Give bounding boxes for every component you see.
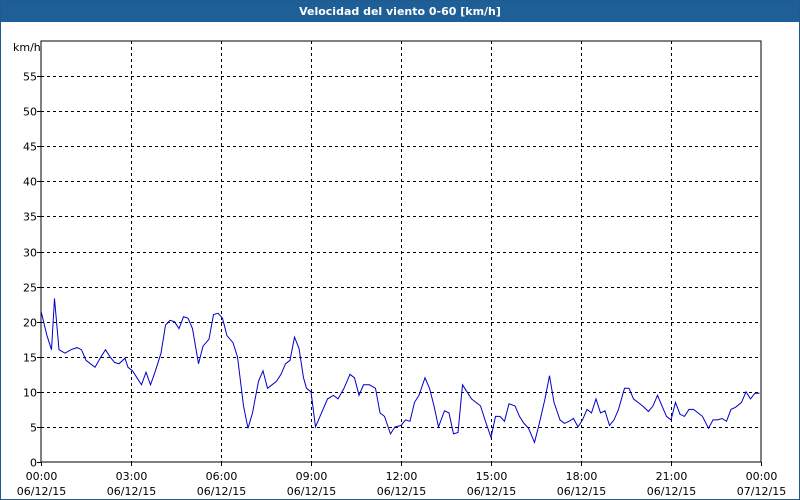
wind-speed-chart: 0 5 10 15 20 25 30 35 40 45 50 55 00:00 06/12/15 03:00… bbox=[13, 40, 786, 498]
x-tick-date-label: 06/12/15 bbox=[107, 485, 156, 498]
y-tick-label: 50 bbox=[23, 106, 37, 119]
y-tick-label: 10 bbox=[23, 387, 37, 400]
series-layer bbox=[40, 298, 760, 444]
x-tick-time-label: 12:00 bbox=[386, 470, 418, 483]
y-tick-label: 55 bbox=[23, 71, 37, 84]
axes: 0 5 10 15 20 25 30 35 40 45 50 55 00:00 06/12/15 03:00… bbox=[17, 40, 786, 498]
y-tick-label: 35 bbox=[23, 211, 37, 224]
x-tick-date-label: 06/12/15 bbox=[647, 485, 696, 498]
x-tick-time-label: 00:00 bbox=[746, 470, 778, 483]
grid bbox=[41, 41, 761, 462]
x-tick-date-label: 06/12/15 bbox=[17, 485, 66, 498]
x-tick-date-label: 06/12/15 bbox=[287, 485, 336, 498]
y-tick-label: 20 bbox=[23, 317, 37, 330]
y-tick-label: 15 bbox=[23, 352, 37, 365]
series-line-wind-speed bbox=[40, 298, 760, 444]
y-axis-label: km/h bbox=[13, 41, 41, 54]
y-tick-label: 45 bbox=[23, 141, 37, 154]
window-title: Velocidad del viento 0-60 [km/h] bbox=[1, 1, 799, 22]
y-tick-label: 5 bbox=[30, 422, 37, 435]
x-tick-date-label: 07/12/15 bbox=[737, 485, 786, 498]
x-tick-time-label: 21:00 bbox=[656, 470, 688, 483]
x-tick-date-label: 06/12/15 bbox=[197, 485, 246, 498]
y-tick-label: 0 bbox=[30, 457, 37, 470]
x-tick-date-label: 06/12/15 bbox=[557, 485, 606, 498]
x-tick-time-label: 00:00 bbox=[26, 470, 58, 483]
x-tick-time-label: 18:00 bbox=[566, 470, 598, 483]
y-tick-label: 25 bbox=[23, 282, 37, 295]
x-tick-time-label: 06:00 bbox=[206, 470, 238, 483]
y-tick-label: 40 bbox=[23, 176, 37, 189]
x-tick-time-label: 09:00 bbox=[296, 470, 328, 483]
x-tick-time-label: 15:00 bbox=[476, 470, 508, 483]
y-tick-label: 30 bbox=[23, 247, 37, 260]
x-tick-date-label: 06/12/15 bbox=[467, 485, 516, 498]
x-tick-time-label: 03:00 bbox=[116, 470, 148, 483]
x-tick-date-label: 06/12/15 bbox=[377, 485, 426, 498]
